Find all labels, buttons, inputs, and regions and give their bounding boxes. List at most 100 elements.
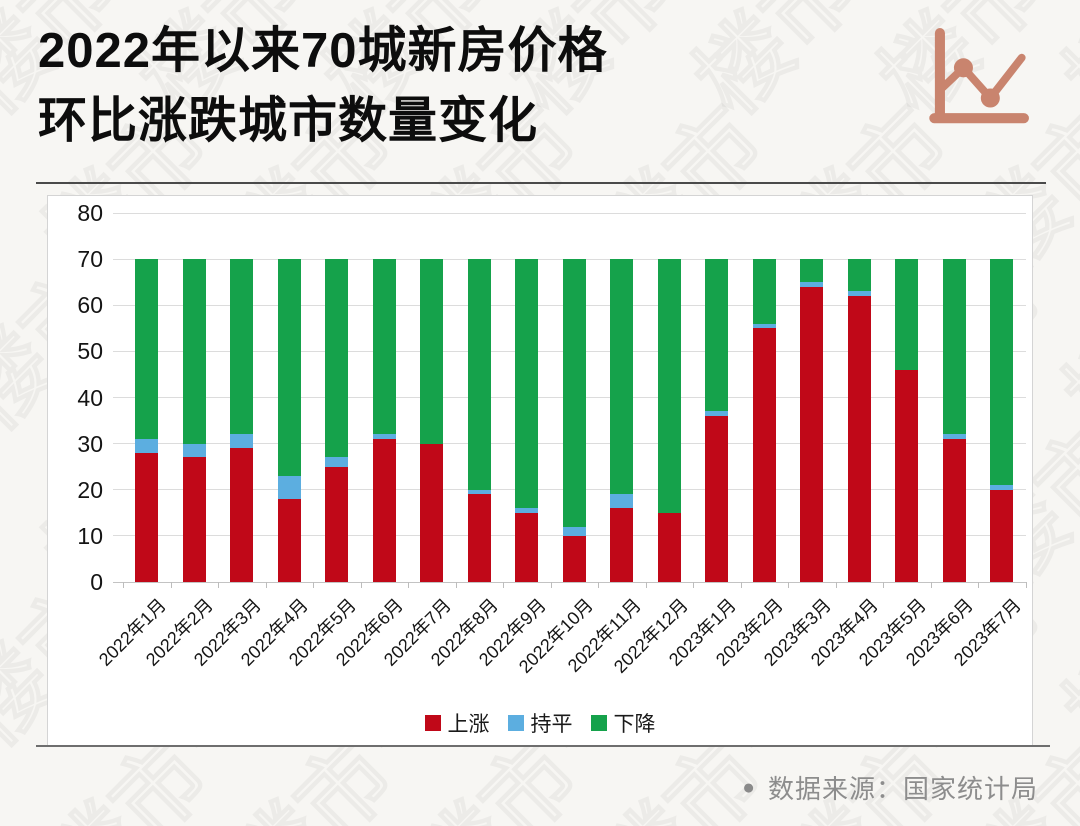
source-note: ● 数据来源：国家统计局 <box>742 769 1038 806</box>
x-axis-tick <box>408 582 409 588</box>
bar-segment-fall-11 <box>610 259 634 495</box>
bar-segment-flat-2 <box>182 443 206 458</box>
top-divider <box>36 182 1046 184</box>
bar-segment-rise-12 <box>657 512 681 582</box>
legend-label-rise: 上涨 <box>447 713 490 736</box>
bar-segment-fall-19 <box>990 259 1014 486</box>
bar-segment-fall-14 <box>752 259 776 324</box>
chart-legend: 上涨 持平 下降 <box>48 708 1032 738</box>
x-axis-tick <box>645 582 647 588</box>
source-text: 数据来源：国家统计局 <box>767 774 1038 804</box>
plot-area: 0 10 20 30 40 50 60 70 80 2022年1月 2022年2月 2022年3月 20… <box>77 200 1027 677</box>
bar-segment-rise-9 <box>515 512 539 582</box>
bar-segment-flat-16 <box>847 291 871 297</box>
legend-label-fall: 下降 <box>613 713 656 736</box>
x-axis-tick <box>740 582 742 588</box>
bar-segment-fall-15 <box>800 259 824 283</box>
legend-item-rise: 上涨 <box>424 708 490 738</box>
bar-segment-rise-6 <box>372 439 396 582</box>
bar-segment-flat-5 <box>325 457 349 467</box>
bar-segment-fall-2 <box>182 259 206 444</box>
y-axis-label-80: 80 <box>77 200 103 226</box>
bar-segment-fall-10 <box>562 259 586 527</box>
bar-segment-flat-3 <box>230 434 254 449</box>
bar-segment-fall-1 <box>135 259 159 439</box>
bar-segment-fall-12 <box>657 259 681 513</box>
x-axis-tick <box>313 582 314 588</box>
x-axis-tick <box>503 582 504 588</box>
bar-segment-flat-14 <box>752 323 776 329</box>
legend-swatch-flat <box>507 715 524 731</box>
line-chart-icon <box>929 28 1029 124</box>
bar-segment-flat-18 <box>942 434 966 439</box>
gridline-y-80 <box>113 212 1026 214</box>
legend-item-flat: 持平 <box>507 708 573 738</box>
x-axis-tick <box>835 582 837 588</box>
page-title-line-1: 2022年以来70城新房价格 <box>38 24 608 78</box>
bar-segment-fall-13 <box>705 259 729 412</box>
x-axis-tick <box>550 582 552 588</box>
bar-segment-fall-18 <box>942 259 966 435</box>
legend-label-flat: 持平 <box>530 713 573 736</box>
bar-segment-rise-7 <box>420 443 444 582</box>
bar-segment-rise-8 <box>467 494 491 582</box>
x-axis-tick <box>218 582 219 588</box>
x-axis-tick <box>598 582 599 588</box>
bar-segment-rise-10 <box>562 535 586 582</box>
y-axis-label-50: 50 <box>77 338 103 365</box>
x-axis-tick <box>883 582 884 588</box>
watermark-glyph: 楼市 <box>1046 247 1080 451</box>
bar-segment-rise-15 <box>800 286 824 582</box>
bar-segment-rise-14 <box>752 328 776 582</box>
x-axis-tick <box>360 582 362 588</box>
bar-segment-flat-11 <box>610 494 634 509</box>
bottom-divider <box>36 745 1050 747</box>
bar-segment-flat-9 <box>515 508 539 513</box>
bar-segment-rise-17 <box>895 369 919 582</box>
bar-segment-rise-13 <box>705 415 729 582</box>
bar-segment-rise-2 <box>182 457 206 582</box>
bar-segment-rise-5 <box>325 466 349 582</box>
page-title-line-2: 环比涨跌城市数量变化 <box>38 94 539 148</box>
y-axis-label-60: 60 <box>77 292 103 319</box>
bar-segment-flat-15 <box>800 282 824 287</box>
bar-segment-flat-10 <box>562 526 586 536</box>
bar-segment-flat-13 <box>705 411 729 416</box>
x-axis-tick <box>1025 582 1027 588</box>
bar-segment-rise-18 <box>942 439 966 582</box>
y-axis-label-0: 0 <box>90 569 103 595</box>
page-title: 2022年以来70城新房价格 环比涨跌城市数量变化 <box>38 16 608 156</box>
bar-segment-fall-9 <box>515 259 539 509</box>
y-axis-label-40: 40 <box>77 384 103 411</box>
y-axis-label-70: 70 <box>77 246 103 273</box>
bar-segment-fall-4 <box>277 259 301 476</box>
bar-segment-rise-1 <box>135 452 159 582</box>
bar-segment-fall-8 <box>467 259 491 490</box>
y-axis-label-30: 30 <box>77 430 103 457</box>
bar-segment-flat-1 <box>135 439 159 453</box>
y-axis-label-10: 10 <box>77 522 103 549</box>
legend-item-fall: 下降 <box>590 708 656 738</box>
legend-swatch-fall <box>590 715 607 731</box>
x-axis-tick <box>693 582 694 588</box>
x-axis-tick <box>170 582 172 588</box>
y-axis-label-20: 20 <box>77 476 103 503</box>
bar-segment-rise-11 <box>610 508 634 582</box>
bar-segment-flat-8 <box>467 489 491 495</box>
header: 2022年以来70城新房价格 环比涨跌城市数量变化 <box>0 0 1080 182</box>
bar-segment-fall-7 <box>420 259 444 444</box>
bar-segment-flat-4 <box>277 475 301 499</box>
bar-segment-flat-19 <box>990 485 1014 490</box>
bar-segment-rise-19 <box>990 489 1014 582</box>
bar-segment-fall-6 <box>372 259 396 435</box>
x-axis-tick <box>123 582 124 588</box>
bar-segment-rise-16 <box>847 296 871 582</box>
gridline-y-0 <box>113 581 1026 583</box>
bar-segment-fall-17 <box>895 259 919 370</box>
bar-segment-fall-16 <box>847 259 871 292</box>
bar-segment-fall-3 <box>230 259 254 435</box>
bar-segment-flat-6 <box>372 434 396 439</box>
x-axis-tick <box>455 582 457 588</box>
chart-card: 0 10 20 30 40 50 60 70 80 2022年1月 2022年2月 2022年3月 20… <box>47 195 1033 746</box>
